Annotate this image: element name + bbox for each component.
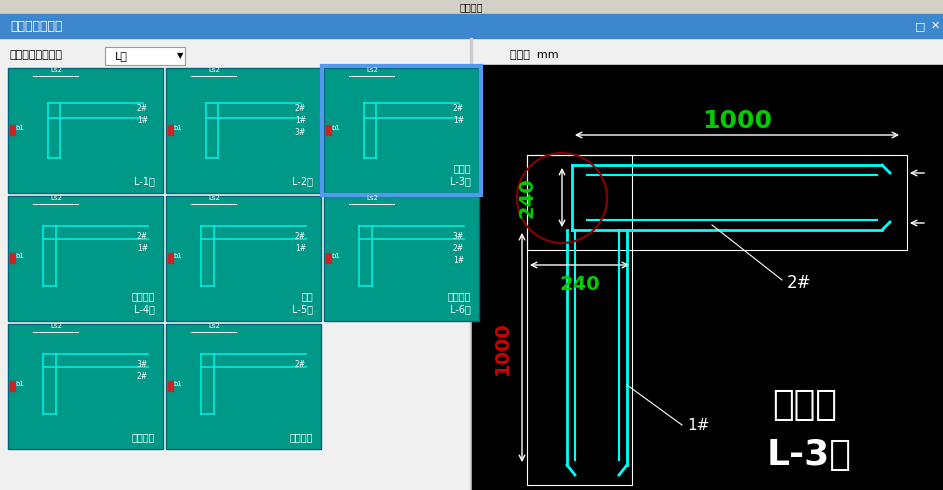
Text: 1#: 1# [137, 116, 148, 124]
Text: 预留钢筋: 预留钢筋 [131, 291, 155, 301]
Text: 预留钢筋: 预留钢筋 [290, 432, 313, 442]
Text: 3#: 3# [295, 127, 306, 137]
Text: b1: b1 [16, 125, 25, 131]
Text: 参数化截面类型：: 参数化截面类型： [10, 50, 63, 60]
Bar [10, 253, 15, 263]
Text: 预留钢筋: 预留钢筋 [448, 291, 471, 301]
Text: □: □ [915, 21, 925, 31]
Bar [527, 155, 907, 250]
Text: L-4形: L-4形 [134, 304, 155, 314]
Bar [0, 14, 943, 38]
Text: 1#: 1# [453, 116, 464, 124]
Bar [168, 253, 173, 263]
Bar [8, 68, 163, 193]
Text: Ls2: Ls2 [50, 323, 62, 329]
Text: 1#: 1# [687, 417, 709, 433]
Text: 240: 240 [560, 275, 601, 294]
Bar [166, 196, 321, 321]
Bar [0, 0, 943, 14]
Bar [168, 125, 173, 135]
Text: 预埋件: 预埋件 [772, 388, 836, 422]
Text: 1000: 1000 [492, 321, 511, 375]
Bar [168, 381, 173, 391]
Text: L-3形: L-3形 [450, 176, 471, 186]
Bar [527, 155, 632, 485]
Text: 预留钢筋: 预留钢筋 [131, 432, 155, 442]
Text: Ls2: Ls2 [366, 67, 378, 73]
Text: 选择参数化图形: 选择参数化图形 [10, 20, 62, 32]
Bar [166, 324, 321, 449]
Bar [326, 253, 331, 263]
Text: Ls2: Ls2 [208, 195, 220, 201]
Text: b1: b1 [332, 253, 340, 259]
Bar [324, 196, 479, 321]
Text: ▼: ▼ [176, 51, 183, 60]
Bar [166, 68, 321, 193]
Text: Ls2: Ls2 [50, 67, 62, 73]
Bar [105, 47, 185, 65]
Text: 240: 240 [518, 178, 537, 219]
Text: L-2形: L-2形 [292, 176, 313, 186]
Text: 1#: 1# [137, 244, 148, 252]
Bar [10, 381, 15, 391]
Text: L-3形: L-3形 [767, 438, 852, 472]
Text: 2#: 2# [295, 231, 306, 241]
Bar [472, 65, 943, 490]
Text: 2#: 2# [295, 360, 306, 368]
Text: ✕: ✕ [931, 21, 939, 31]
Text: 1#: 1# [295, 244, 306, 252]
Text: 1#: 1# [453, 255, 464, 265]
Text: b1: b1 [174, 253, 182, 259]
Text: 预埋件: 预埋件 [454, 163, 471, 173]
Text: 2#: 2# [295, 103, 306, 113]
Text: 单位：  mm: 单位： mm [510, 50, 558, 60]
Text: Ls2: Ls2 [208, 67, 220, 73]
Text: b1: b1 [16, 253, 25, 259]
Text: 2#: 2# [137, 103, 148, 113]
Text: 3#: 3# [453, 231, 464, 241]
Text: 植筋: 植筋 [301, 291, 313, 301]
Text: 3#: 3# [137, 360, 148, 368]
Bar [10, 125, 15, 135]
Text: 2#: 2# [453, 103, 464, 113]
Text: b1: b1 [174, 381, 182, 387]
Bar [8, 196, 163, 321]
Text: 视助设置: 视助设置 [459, 2, 483, 12]
Text: 1000: 1000 [702, 109, 772, 133]
Bar [8, 324, 163, 449]
Text: 2#: 2# [137, 231, 148, 241]
Text: Ls2: Ls2 [208, 323, 220, 329]
Text: 2#: 2# [137, 371, 148, 381]
Text: L-6形: L-6形 [450, 304, 471, 314]
Text: 1#: 1# [295, 116, 306, 124]
Text: L-1形: L-1形 [134, 176, 155, 186]
Text: L形: L形 [115, 51, 128, 61]
Text: b1: b1 [16, 381, 25, 387]
Text: b1: b1 [332, 125, 340, 131]
Text: 2#: 2# [453, 244, 464, 252]
Text: 2#: 2# [787, 274, 812, 292]
Bar [470, 38, 472, 490]
Text: b1: b1 [174, 125, 182, 131]
Text: L-5形: L-5形 [292, 304, 313, 314]
Text: Ls2: Ls2 [50, 195, 62, 201]
Bar [326, 125, 331, 135]
Bar [322, 66, 481, 195]
Bar [324, 68, 479, 193]
Text: Ls2: Ls2 [366, 195, 378, 201]
